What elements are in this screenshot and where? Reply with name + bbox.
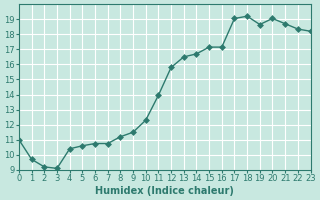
X-axis label: Humidex (Indice chaleur): Humidex (Indice chaleur) <box>95 186 234 196</box>
